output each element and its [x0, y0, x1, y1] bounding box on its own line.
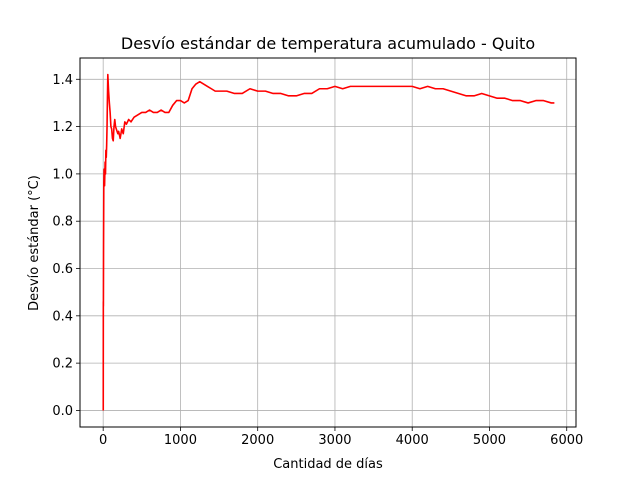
y-tick-label: 0.2	[52, 357, 73, 372]
x-axis-label: Cantidad de días	[273, 457, 383, 472]
y-tick-label: 1.2	[52, 120, 73, 135]
y-tick-label: 0.8	[52, 215, 73, 230]
y-axis: 0.0 0.2 0.4 0.6 0.8 1.0 1.2 1.4	[52, 73, 80, 419]
y-axis-label: Desvío estándar (°C)	[27, 175, 42, 311]
axes-frame	[79, 57, 577, 428]
y-tick-label: 0.6	[52, 262, 73, 277]
series-line	[102, 73, 555, 411]
x-tick-label: 2000	[241, 433, 274, 448]
y-tick-label: 1.0	[52, 167, 73, 182]
x-tick-label: 4000	[396, 433, 429, 448]
y-tick-label: 0.4	[52, 309, 73, 324]
x-tick-label: 3000	[318, 433, 351, 448]
grid	[80, 58, 576, 427]
chart-title: Desvío estándar de temperatura acumulado…	[121, 34, 535, 53]
y-tick-label: 1.4	[52, 73, 73, 88]
x-axis: 0 1000 2000 3000 4000 5000 6000	[99, 427, 583, 448]
x-tick-label: 1000	[164, 433, 197, 448]
plot-area	[102, 73, 555, 411]
x-tick-label: 5000	[473, 433, 506, 448]
x-tick-label: 0	[99, 433, 107, 448]
y-tick-label: 0.0	[52, 404, 73, 419]
x-tick-label: 6000	[550, 433, 583, 448]
